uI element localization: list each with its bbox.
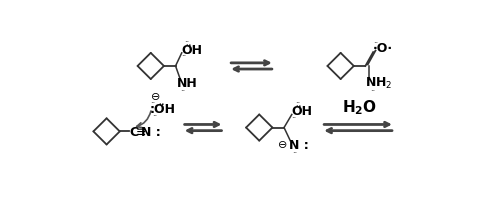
Text: ÖH: ÖH (182, 43, 203, 56)
Text: N :: N : (141, 125, 161, 138)
FancyArrowPatch shape (137, 111, 151, 128)
Text: ··: ·· (150, 99, 155, 108)
Text: ÖH: ÖH (292, 105, 313, 118)
Text: C: C (129, 125, 138, 138)
Text: ··: ·· (373, 39, 378, 48)
Text: NH$_2$: NH$_2$ (365, 76, 393, 91)
Text: :ÖH: :ÖH (149, 102, 175, 115)
Text: ⊖: ⊖ (151, 92, 160, 101)
Text: NH: NH (177, 77, 198, 90)
Text: ··: ·· (152, 111, 157, 120)
Text: N :: N : (289, 138, 309, 151)
Text: ··: ·· (295, 99, 301, 108)
Text: ⊖: ⊖ (278, 140, 287, 150)
Text: ≡: ≡ (135, 125, 146, 138)
Text: ··: ·· (184, 38, 190, 47)
Text: ··: ·· (371, 87, 376, 96)
Text: ··: ·· (291, 113, 297, 122)
Text: ··: ·· (292, 148, 297, 157)
Text: ··: ·· (181, 52, 187, 61)
Text: ··: ·· (180, 87, 185, 96)
Text: $\mathbf{H_2O}$: $\mathbf{H_2O}$ (343, 98, 378, 116)
Text: ·O·: ·O· (373, 42, 393, 55)
